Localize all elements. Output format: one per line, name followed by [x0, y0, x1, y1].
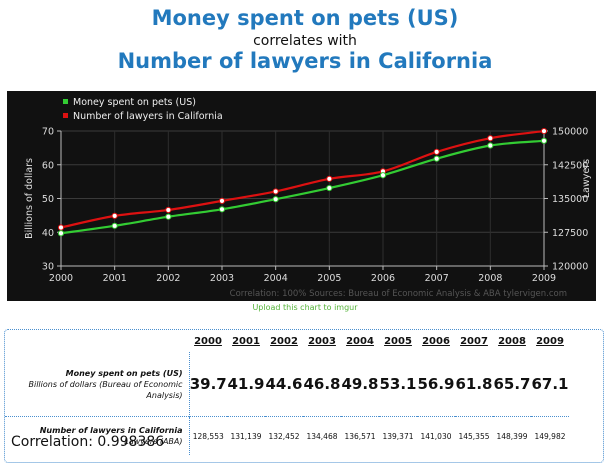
y-left-axis-label: Billions of dollars: [24, 158, 35, 239]
line-chart: 30 40 50 60 70 120000 127500 135000 142500 150000…: [7, 91, 596, 301]
data-point: [326, 175, 333, 182]
year-header: 2003: [308, 335, 336, 347]
year-header: 2001: [232, 335, 260, 347]
table-cell: 136,571: [341, 416, 379, 455]
data-point: [433, 148, 440, 156]
table-cell: 148,399: [493, 416, 531, 455]
y-left-tick-label: 40: [42, 228, 54, 239]
table-row-pets: Money spent on pets (US) Billions of dol…: [5, 352, 569, 417]
row-label-pets-main: Money spent on pets (US): [65, 368, 183, 378]
table-cell: 44.6: [265, 375, 303, 393]
table-cell: 46.8: [303, 375, 341, 393]
x-tick-label: 2003: [210, 273, 234, 284]
year-header: 2009: [536, 335, 564, 347]
data-point: [540, 127, 548, 135]
data-table: 2000 2001 2002 2003 2004 2005 2006 2007 …: [5, 330, 569, 455]
table-cell: 141,030: [417, 416, 455, 455]
y-right-axis-label: Lawyers: [581, 159, 592, 198]
table-cell: 139,371: [379, 416, 417, 455]
legend-label: Number of lawyers in California: [73, 111, 223, 122]
data-point: [272, 196, 279, 203]
year-header: 2006: [422, 335, 450, 347]
x-tick-label: 2002: [156, 273, 180, 284]
data-point: [540, 137, 548, 144]
y-left-tick-label: 60: [42, 160, 54, 171]
series-line-pets: [60, 139, 545, 235]
legend-swatch: [63, 99, 68, 104]
x-tick-label: 2001: [103, 273, 127, 284]
table-cell: 65.7: [493, 375, 531, 393]
table-cell: 56.9: [417, 375, 455, 393]
table-cell: 39.7: [189, 375, 227, 393]
year-header-row: 2000 2001 2002 2003 2004 2005 2006 2007 …: [5, 330, 569, 352]
data-point: [379, 172, 387, 179]
x-tick-label: 2008: [478, 273, 502, 284]
table-cell: 131,139: [227, 416, 265, 455]
chart-background: [7, 91, 596, 301]
y-left-tick-label: 70: [42, 127, 54, 138]
x-tick-label: 2007: [425, 273, 449, 284]
year-header: 2007: [460, 335, 488, 347]
year-header: 2008: [498, 335, 526, 347]
data-point: [218, 206, 226, 213]
row-label-lawyers-sub: Lawyers (ABA): [124, 437, 183, 446]
data-point: [57, 230, 65, 237]
upload-chart-link[interactable]: Upload this chart to imgur: [252, 303, 358, 312]
y-right-tick-label: 142500: [552, 160, 588, 171]
table-cell: 67.1: [531, 375, 569, 393]
table-cell: 149,982: [531, 416, 569, 455]
data-point: [487, 142, 494, 149]
table-cell: 61.8: [455, 375, 493, 393]
table-cell: 132,452: [265, 416, 303, 455]
row-label-lawyers: Number of lawyers in California Lawyers …: [5, 416, 190, 455]
chart-title-connector: correlates with: [253, 33, 357, 49]
row-label-pets-sub: Billions of dollars (Bureau of Economic …: [28, 379, 183, 400]
y-left-tick-label: 30: [42, 262, 54, 273]
year-header: 2004: [346, 335, 374, 347]
x-tick-label: 2004: [264, 273, 288, 284]
data-point: [111, 212, 118, 219]
table-cell: 41.9: [227, 375, 265, 393]
chart-footer-credit: Correlation: 100% Sources: Bureau of Eco…: [230, 289, 567, 299]
row-label-lawyers-main: Number of lawyers in California: [39, 426, 183, 435]
data-point: [57, 224, 65, 231]
x-tick-label: 2000: [49, 273, 73, 284]
series-line-lawyers: [60, 129, 545, 229]
data-point: [433, 155, 440, 162]
data-point: [165, 213, 172, 220]
x-tick-label: 2006: [371, 273, 395, 284]
table-cell: 128,553: [189, 416, 227, 455]
data-point: [218, 197, 226, 204]
year-header: 2000: [194, 335, 222, 347]
y-left-tick-label: 50: [42, 194, 54, 205]
empty-corner: [5, 330, 189, 352]
year-header: 2005: [384, 335, 412, 347]
table-row-lawyers: Number of lawyers in California Lawyers …: [5, 416, 569, 455]
data-point: [487, 135, 494, 142]
data-point: [272, 188, 279, 195]
data-point: [326, 184, 333, 192]
data-point: [165, 206, 172, 214]
table-cell: 134,468: [303, 416, 341, 455]
table-cell: 49.8: [341, 375, 379, 393]
legend-swatch: [63, 113, 68, 118]
y-right-tick-label: 135000: [552, 194, 588, 205]
correlation-value: Correlation: 0.998386: [11, 434, 165, 450]
y-right-tick-label: 150000: [552, 127, 588, 138]
chart-title-main: Money spent on pets (US): [151, 6, 459, 30]
chart-title-secondary: Number of lawyers in California: [117, 49, 493, 73]
chart-area: 30 40 50 60 70 120000 127500 135000 142500 150000…: [7, 91, 596, 301]
y-right-tick-label: 120000: [552, 262, 588, 273]
table-cell: 53.1: [379, 375, 417, 393]
legend-label: Money spent on pets (US): [73, 97, 196, 108]
y-right-tick-label: 127500: [552, 228, 588, 239]
x-tick-label: 2005: [317, 273, 341, 284]
x-tick-label: 2009: [532, 273, 556, 284]
data-point: [111, 222, 118, 229]
row-label-pets: Money spent on pets (US) Billions of dol…: [5, 352, 190, 417]
table-cell: 145,355: [455, 416, 493, 455]
data-table-panel: 2000 2001 2002 2003 2004 2005 2006 2007 …: [4, 329, 604, 463]
year-header: 2002: [270, 335, 298, 347]
